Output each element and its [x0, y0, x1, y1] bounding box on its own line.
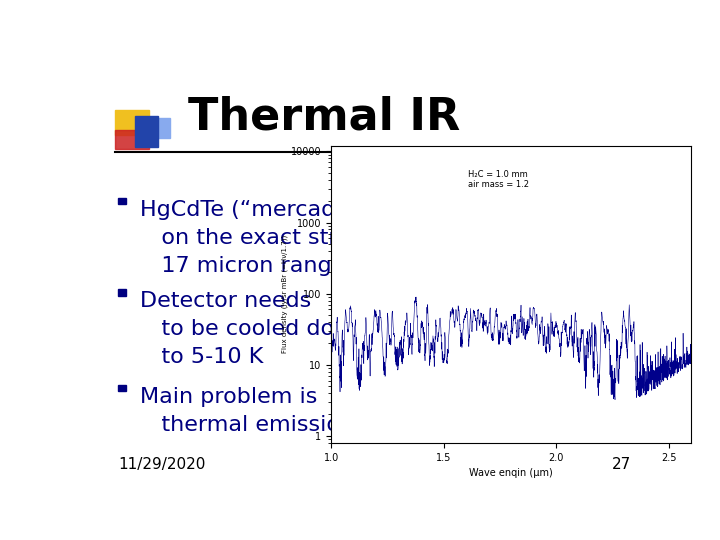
Bar: [118, 198, 127, 204]
Text: Thermal IR: Thermal IR: [188, 95, 460, 138]
Bar: [115, 130, 149, 149]
Bar: [150, 118, 171, 138]
Text: Main problem is
   thermal emission:: Main problem is thermal emission:: [140, 387, 362, 435]
Text: Detector needs
   to be cooled down
   to 5-10 K: Detector needs to be cooled down to 5-10…: [140, 292, 366, 367]
Y-axis label: Flux density (Jy/sr mBr (=Hν/1.7)): Flux density (Jy/sr mBr (=Hν/1.7)): [282, 235, 288, 353]
Text: HgCdTe (“mercad”) arrays depending
   on the exact structure are sensitive in 1-: HgCdTe (“mercad”) arrays depending on th…: [140, 200, 616, 276]
Bar: [118, 289, 127, 296]
Text: 11/29/2020: 11/29/2020: [118, 457, 205, 472]
Bar: [135, 116, 158, 147]
Text: H₂C = 1.0 mm
air mass = 1.2: H₂C = 1.0 mm air mass = 1.2: [468, 170, 529, 189]
X-axis label: Wave enqin (μm): Wave enqin (μm): [469, 468, 553, 478]
Bar: [118, 385, 127, 392]
Text: 27: 27: [612, 457, 631, 472]
Bar: [115, 110, 149, 136]
